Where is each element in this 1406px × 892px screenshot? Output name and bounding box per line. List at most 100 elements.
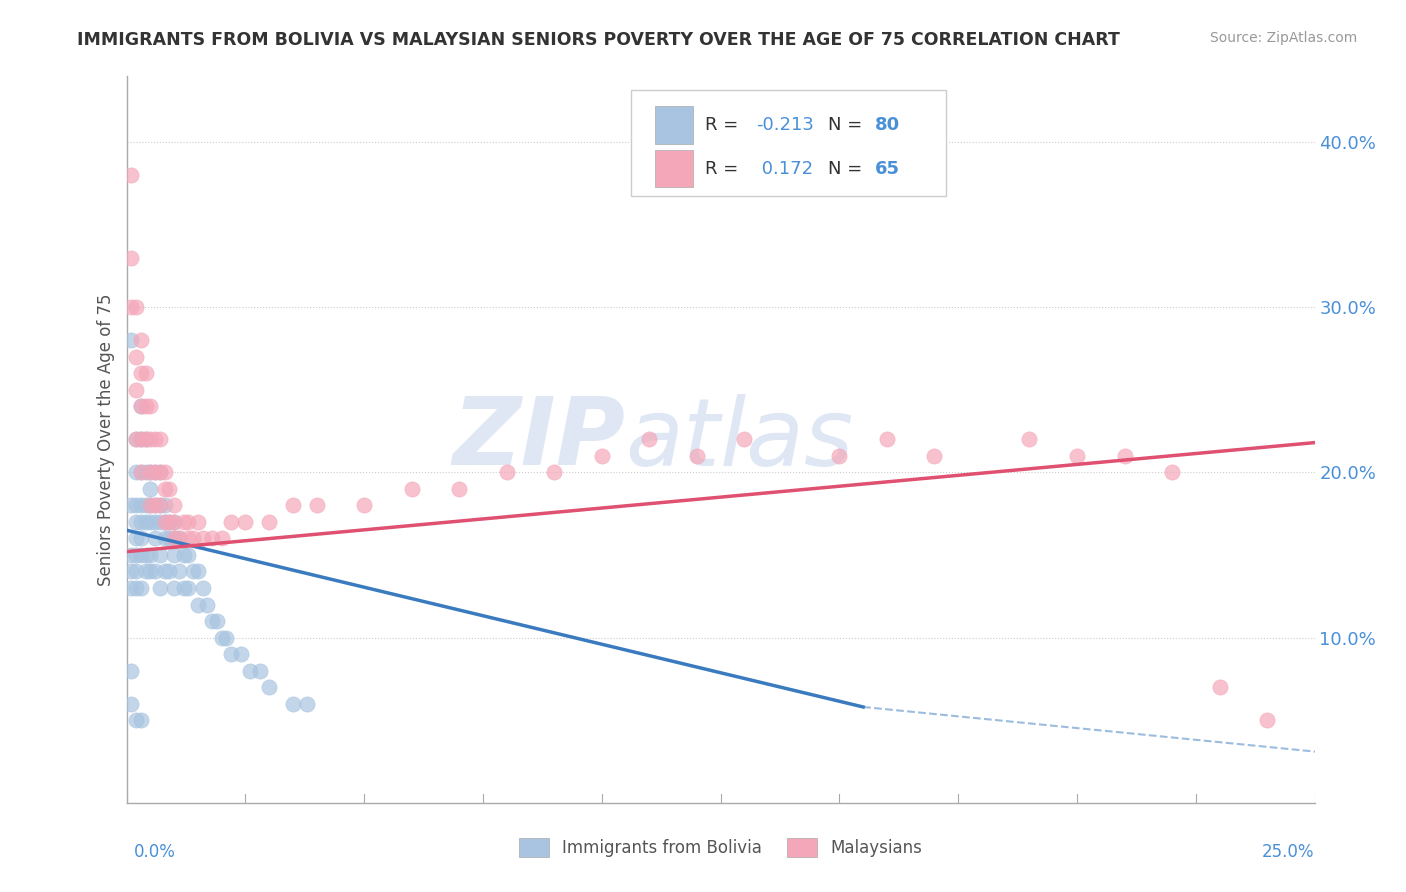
Point <box>163 548 186 562</box>
Point <box>191 532 214 546</box>
Point <box>139 482 162 496</box>
Text: N =: N = <box>828 160 868 178</box>
Point <box>187 565 209 579</box>
Point <box>591 449 613 463</box>
Point <box>139 399 162 413</box>
Point <box>143 532 166 546</box>
Point <box>135 515 157 529</box>
Point <box>177 548 200 562</box>
Point <box>924 449 946 463</box>
Point <box>181 565 204 579</box>
Point <box>129 548 152 562</box>
Point <box>139 466 162 480</box>
Point <box>281 499 304 513</box>
Point <box>129 432 152 446</box>
Point <box>153 532 176 546</box>
Point <box>149 466 172 480</box>
Point <box>139 499 162 513</box>
Point <box>143 515 166 529</box>
Point <box>163 532 186 546</box>
Point <box>143 466 166 480</box>
Text: 80: 80 <box>875 116 900 134</box>
Point <box>249 664 271 678</box>
Point <box>125 383 148 397</box>
Point <box>201 532 224 546</box>
Point <box>157 515 180 529</box>
Point <box>120 697 142 711</box>
Point <box>187 515 209 529</box>
Point <box>135 399 157 413</box>
Point <box>167 532 190 546</box>
Point <box>195 598 218 612</box>
Point <box>187 598 209 612</box>
Point <box>149 515 172 529</box>
Point <box>129 532 152 546</box>
Text: 25.0%: 25.0% <box>1263 843 1315 861</box>
Point <box>129 366 152 380</box>
Point <box>143 499 166 513</box>
Point <box>257 680 280 694</box>
Point <box>163 532 186 546</box>
Legend: Immigrants from Bolivia, Malaysians: Immigrants from Bolivia, Malaysians <box>512 831 929 863</box>
Point <box>205 614 228 628</box>
Point <box>129 713 152 727</box>
Point <box>129 432 152 446</box>
Point <box>153 515 176 529</box>
Y-axis label: Seniors Poverty Over the Age of 75: Seniors Poverty Over the Age of 75 <box>97 293 115 585</box>
Point <box>129 515 152 529</box>
Text: 0.172: 0.172 <box>756 160 813 178</box>
Point <box>120 300 142 314</box>
Point <box>167 532 190 546</box>
Point <box>638 432 661 446</box>
Point <box>120 168 142 182</box>
Point <box>305 499 328 513</box>
Point <box>191 581 214 595</box>
Point <box>153 515 176 529</box>
Point <box>129 399 152 413</box>
Point <box>153 466 176 480</box>
Point <box>1256 713 1278 727</box>
Point <box>1066 449 1088 463</box>
Point <box>120 499 142 513</box>
Point <box>173 515 195 529</box>
Point <box>257 515 280 529</box>
Point <box>149 581 172 595</box>
Point <box>125 466 148 480</box>
Point <box>219 647 242 661</box>
Point <box>167 565 190 579</box>
Point <box>129 499 152 513</box>
Point <box>129 581 152 595</box>
Point <box>149 499 172 513</box>
Point <box>686 449 709 463</box>
Point <box>157 515 180 529</box>
Point <box>173 581 195 595</box>
Text: atlas: atlas <box>626 393 853 485</box>
Point <box>1114 449 1136 463</box>
Point <box>125 532 148 546</box>
Point <box>135 432 157 446</box>
Point <box>173 548 195 562</box>
Point <box>129 333 152 347</box>
Point <box>139 432 162 446</box>
Point <box>120 565 142 579</box>
Point <box>153 565 176 579</box>
Point <box>163 499 186 513</box>
Text: Source: ZipAtlas.com: Source: ZipAtlas.com <box>1209 31 1357 45</box>
Point <box>139 548 162 562</box>
Point <box>219 515 242 529</box>
Point <box>135 499 157 513</box>
Point <box>143 499 166 513</box>
Point <box>177 515 200 529</box>
Point <box>233 515 257 529</box>
Point <box>281 697 304 711</box>
Point <box>120 664 142 678</box>
Point <box>139 515 162 529</box>
Point <box>1208 680 1230 694</box>
Text: R =: R = <box>706 160 744 178</box>
Point <box>153 482 176 496</box>
Text: 65: 65 <box>875 160 900 178</box>
Point <box>157 532 180 546</box>
Point <box>157 482 180 496</box>
Point <box>401 482 423 496</box>
Point <box>125 499 148 513</box>
